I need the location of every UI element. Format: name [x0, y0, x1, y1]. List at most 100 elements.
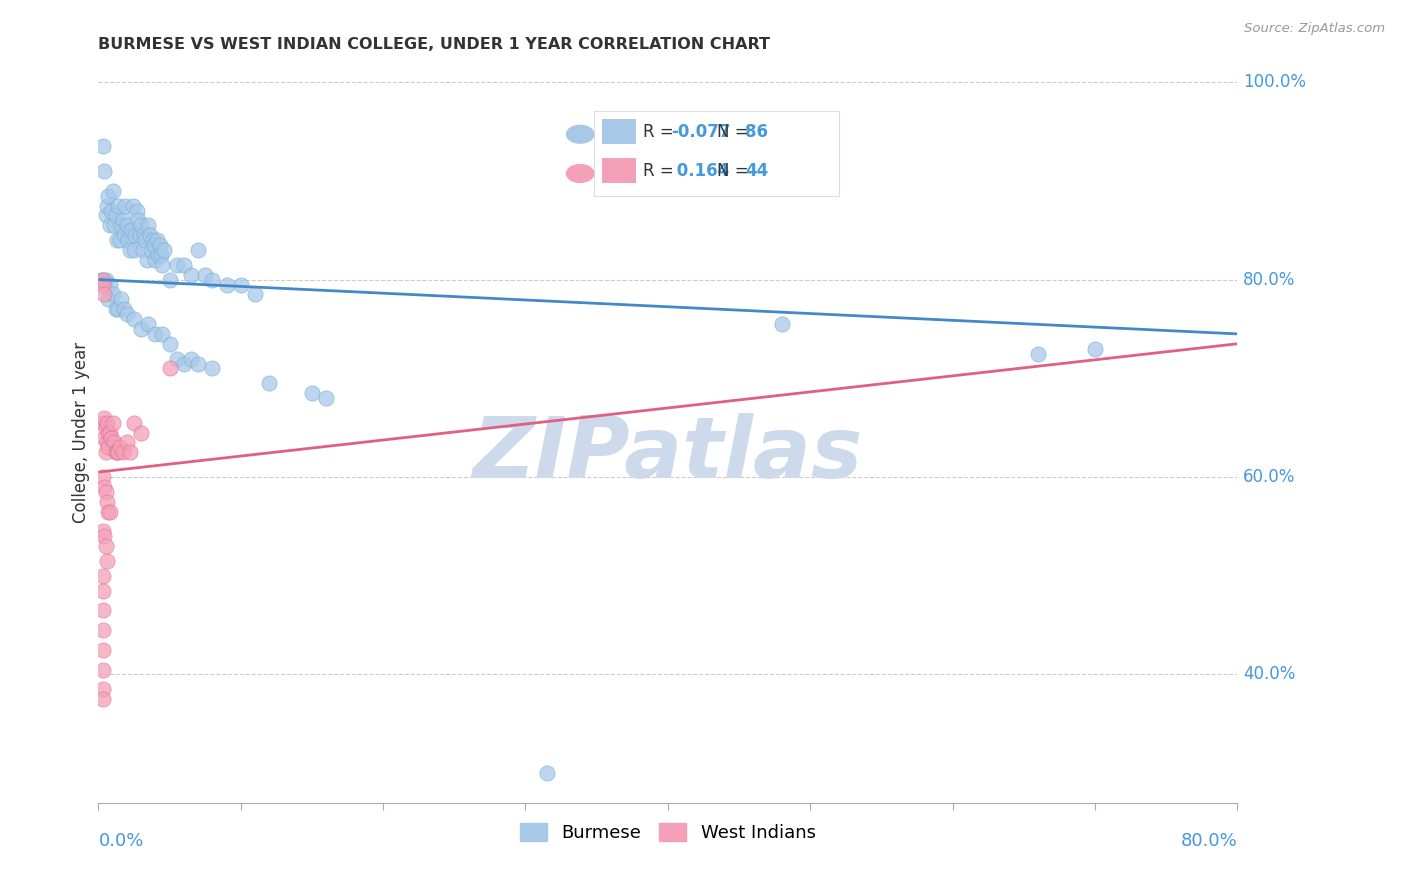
Point — [145, 252, 167, 267]
Point — [150, 248, 173, 262]
Point — [91, 623, 114, 637]
Point — [94, 209, 117, 223]
Point — [91, 583, 114, 598]
Point — [129, 425, 152, 440]
Point — [112, 228, 135, 243]
Point — [118, 243, 141, 257]
Point — [101, 416, 124, 430]
Point — [134, 233, 156, 247]
Point — [107, 445, 129, 459]
Point — [180, 351, 202, 366]
Point — [141, 233, 163, 247]
Point — [118, 445, 141, 459]
Point — [131, 243, 153, 257]
Point — [111, 213, 134, 227]
Point — [1026, 346, 1049, 360]
Text: 0.0%: 0.0% — [98, 832, 143, 850]
Point — [201, 361, 224, 376]
Point — [108, 233, 131, 247]
Point — [115, 307, 138, 321]
Circle shape — [567, 165, 593, 182]
Point — [115, 219, 138, 233]
Point — [129, 322, 152, 336]
Circle shape — [567, 126, 593, 143]
Text: R =: R = — [643, 161, 679, 179]
Point — [117, 233, 139, 247]
Legend: Burmese, West Indians: Burmese, West Indians — [513, 815, 823, 849]
Point — [122, 312, 145, 326]
Point — [127, 213, 149, 227]
Point — [142, 238, 165, 252]
Point — [139, 243, 162, 257]
Point — [770, 317, 793, 331]
Point — [108, 441, 131, 455]
Point — [97, 441, 120, 455]
Point — [93, 164, 115, 178]
Point — [91, 692, 114, 706]
Point — [97, 505, 120, 519]
Point — [115, 435, 138, 450]
Point — [101, 184, 124, 198]
Point — [98, 425, 121, 440]
Point — [91, 603, 114, 617]
Point — [132, 228, 155, 243]
Point — [91, 272, 114, 286]
Point — [104, 209, 127, 223]
FancyBboxPatch shape — [593, 111, 839, 195]
Point — [104, 302, 127, 317]
Point — [110, 219, 132, 233]
Point — [103, 435, 125, 450]
Point — [135, 252, 157, 267]
Point — [91, 663, 114, 677]
Point — [94, 420, 117, 434]
Point — [166, 351, 188, 366]
FancyBboxPatch shape — [602, 158, 636, 183]
Point — [97, 425, 120, 440]
Point — [146, 233, 169, 247]
Point — [1084, 342, 1107, 356]
Y-axis label: College, Under 1 year: College, Under 1 year — [72, 342, 90, 524]
Point — [173, 357, 195, 371]
Text: -0.077: -0.077 — [671, 123, 731, 141]
Point — [259, 376, 281, 391]
Text: 100.0%: 100.0% — [1243, 73, 1306, 91]
Point — [187, 243, 209, 257]
Text: R =: R = — [643, 123, 679, 141]
Point — [93, 431, 115, 445]
Point — [91, 470, 114, 484]
Point — [136, 219, 159, 233]
Point — [101, 287, 124, 301]
Point — [96, 435, 118, 450]
Point — [112, 302, 135, 317]
Point — [91, 416, 114, 430]
Point — [94, 484, 117, 499]
Point — [315, 391, 337, 405]
Text: 40.0%: 40.0% — [1243, 665, 1295, 683]
Point — [121, 198, 143, 212]
Point — [98, 219, 121, 233]
Point — [194, 268, 217, 282]
Point — [100, 431, 122, 445]
Point — [159, 361, 181, 376]
Point — [148, 248, 170, 262]
Text: 80.0%: 80.0% — [1243, 270, 1295, 289]
Point — [166, 258, 188, 272]
Point — [129, 219, 152, 233]
Point — [159, 336, 181, 351]
Point — [180, 268, 202, 282]
Point — [107, 302, 129, 317]
Point — [91, 277, 114, 292]
Point — [94, 539, 117, 553]
Point — [152, 258, 174, 272]
Point — [93, 480, 115, 494]
Point — [91, 568, 114, 582]
Point — [90, 272, 112, 286]
Point — [96, 554, 118, 568]
Point — [159, 272, 181, 286]
Point — [94, 445, 117, 459]
Point — [91, 524, 114, 539]
Text: 86: 86 — [745, 123, 768, 141]
Point — [107, 198, 129, 212]
Point — [122, 243, 145, 257]
Point — [138, 228, 160, 243]
